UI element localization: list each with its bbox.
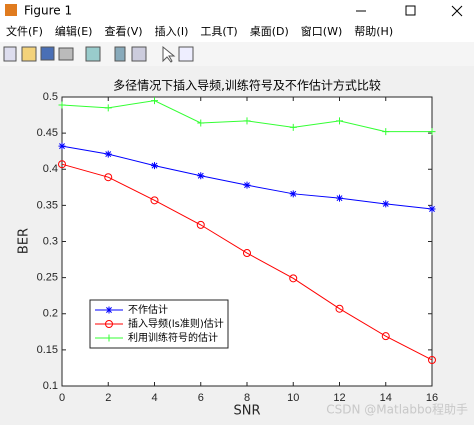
data-point [428,205,436,213]
data-point [382,200,390,208]
menu-bar [0,22,474,42]
open-icon[interactable] [21,46,37,62]
legend-label: 不作估计 [128,303,168,316]
link-icon[interactable] [85,46,101,62]
x-tick-label: 2 [105,392,111,404]
toolbar-icons [3,45,194,63]
data-point [382,128,390,136]
data-point [243,181,251,189]
app-icon [5,4,17,16]
y-tick-label: 0.15 [37,344,58,356]
y-tick-label: 0.5 [43,91,58,103]
legend-marker [105,306,113,314]
data-point [289,123,297,131]
data-point [58,142,66,150]
x-tick-label: 4 [151,392,157,404]
menu-item[interactable]: 插入(I) [155,24,189,38]
legend-label: 利用训练符号的估计 [128,331,218,344]
data-point [104,104,112,112]
data-point [151,97,158,105]
y-tick-label: 0.35 [37,199,58,211]
menu-item[interactable]: 窗口(W) [301,24,342,38]
window-title: Figure 1 [24,4,72,18]
x-tick-label: 8 [244,392,250,404]
y-tick-label: 0.1 [43,380,58,392]
save-icon[interactable] [40,46,55,61]
legend-marker [105,320,113,328]
close-button[interactable] [451,5,463,17]
data-point [243,117,251,125]
menu-item[interactable]: 帮助(H) [354,24,393,38]
watermark: CSDN @Matlabbo程助手 [326,402,468,417]
data-point [58,101,66,109]
data-point [336,117,343,125]
menu-item[interactable]: 桌面(D) [250,25,289,38]
legend-icon[interactable] [131,46,147,62]
x-tick-label: 12 [333,392,345,404]
property-icon[interactable] [178,46,194,62]
data-point [104,173,113,182]
data-point [289,274,298,283]
data-point [243,249,251,258]
x-axis-label: SNR [233,404,260,419]
data-point [104,150,112,158]
y-tick-label: 0.45 [37,127,58,139]
data-point [196,220,205,229]
y-tick-label: 0.2 [43,308,58,320]
new-icon[interactable] [3,46,17,62]
data-point [197,172,205,180]
maximize-button[interactable] [405,5,416,16]
x-tick-label: 10 [287,392,299,404]
menu-item[interactable]: 编辑(E) [55,24,93,38]
axes-box [61,96,433,387]
title-bar [0,0,474,22]
menu-item[interactable]: 查看(V) [104,24,142,38]
data-point [381,332,390,341]
pointer-icon[interactable] [162,45,176,63]
x-tick-label: 16 [426,392,438,404]
x-tick-label: 0 [59,392,65,404]
series-line [61,163,433,361]
colorbar-icon[interactable] [114,46,126,62]
y-tick-label: 0.3 [43,235,58,247]
menu-item[interactable]: 文件(F) [6,24,43,38]
data-point [197,119,205,127]
legend-label: 插入导频(ls准则)估计 [128,317,224,330]
data-point [336,194,343,202]
data-point [150,196,159,205]
data-point [428,128,436,136]
legend-marker [105,334,113,342]
data-point [428,355,436,364]
data-point [335,304,344,313]
y-tick-label: 0.25 [37,272,58,284]
x-tick-label: 6 [198,392,204,404]
y-tick-label: 0.4 [43,163,58,175]
chart-title: 多径情况下插入导频,训练符号及不作估计方式比较 [113,78,381,93]
y-axis-label: BER [17,228,32,254]
data-point [58,160,66,169]
toolbar [0,42,474,66]
x-tick-label: 14 [380,392,392,404]
print-icon[interactable] [58,47,74,61]
data-point [289,190,297,198]
data-point [151,162,158,170]
menu-item[interactable]: 工具(T) [200,25,237,38]
